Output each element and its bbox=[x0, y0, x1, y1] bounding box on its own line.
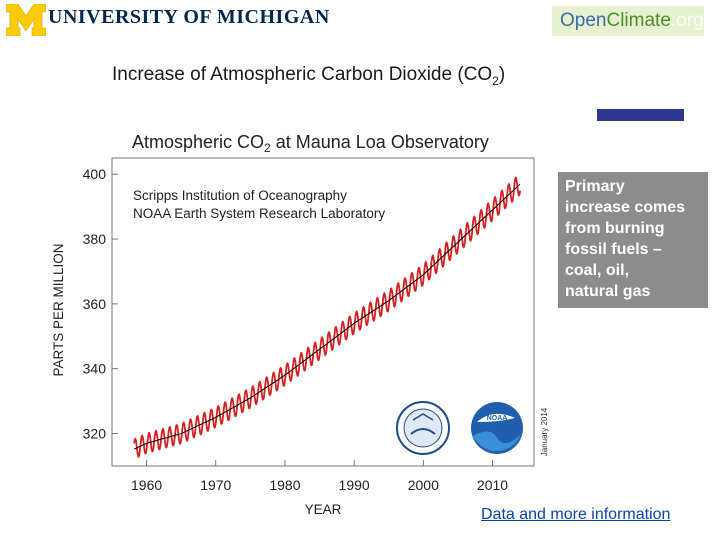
chart-title: Atmospheric CO2 at Mauna Loa Observatory bbox=[132, 132, 489, 155]
x-tick-label: 1990 bbox=[339, 477, 370, 493]
chart-annotation-noaa: NOAA Earth System Research Laboratory bbox=[133, 206, 385, 221]
slide-title-text: Increase of Atmospheric Carbon Dioxide (… bbox=[112, 64, 493, 85]
x-tick-label: 1980 bbox=[269, 477, 300, 493]
y-tick-label: 400 bbox=[83, 166, 107, 182]
slide-title-close: ) bbox=[498, 64, 506, 85]
y-axis-label: PARTS PER MILLION bbox=[51, 243, 66, 376]
chart-title-sub: 2 bbox=[264, 141, 271, 155]
callout-line: natural gas bbox=[565, 283, 651, 300]
svg-text:Atmospheric CO2 at Mauna Loa O: Atmospheric CO2 at Mauna Loa Observatory bbox=[132, 132, 489, 155]
y-tick-label: 320 bbox=[83, 426, 107, 442]
university-m-logo bbox=[6, 4, 46, 36]
x-tick-label: 2000 bbox=[408, 477, 439, 493]
date-stamp: January 2014 bbox=[540, 407, 549, 456]
noaa-logo: NOAA bbox=[471, 402, 523, 454]
data-info-link[interactable]: Data and more information bbox=[481, 506, 671, 523]
university-name: UNIVERSITY OF MICHIGAN bbox=[48, 6, 330, 28]
y-tick-label: 340 bbox=[83, 361, 107, 377]
chart-title-main: Atmospheric CO bbox=[132, 132, 264, 152]
slide-title: Increase of Atmospheric Carbon Dioxide (… bbox=[112, 64, 505, 88]
callout-line: fossil fuels – bbox=[565, 241, 662, 258]
callout-box: Primary increase comes from burning foss… bbox=[558, 172, 708, 308]
brand-org: .org bbox=[670, 10, 704, 31]
brand-open: Open bbox=[560, 10, 607, 31]
plot-area bbox=[111, 157, 535, 467]
x-axis-label: YEAR bbox=[305, 502, 342, 517]
callout-line: coal, oil, bbox=[565, 262, 630, 279]
slide-title-subscript: 2 bbox=[492, 73, 499, 88]
callout-line: increase comes bbox=[565, 199, 686, 216]
series-trend-co2 bbox=[133, 183, 521, 450]
brand-climate: Climate bbox=[606, 10, 671, 31]
callout-line: from burning bbox=[565, 220, 665, 237]
scripps-seal-logo bbox=[396, 401, 450, 455]
openclimate-logo[interactable]: OpenClimate.org bbox=[552, 6, 704, 36]
y-tick-label: 360 bbox=[83, 296, 107, 312]
accent-bar bbox=[597, 109, 684, 121]
callout-line: Primary bbox=[565, 178, 625, 195]
x-tick-label: 1960 bbox=[131, 477, 162, 493]
y-tick-label: 380 bbox=[83, 231, 107, 247]
x-tick-label: 2010 bbox=[477, 477, 508, 493]
svg-text:NOAA: NOAA bbox=[487, 415, 508, 422]
chart-title-rest: at Mauna Loa Observatory bbox=[271, 132, 489, 152]
x-tick-label: 1970 bbox=[200, 477, 231, 493]
chart-annotation-scripps: Scripps Institution of Oceanography bbox=[133, 188, 347, 203]
